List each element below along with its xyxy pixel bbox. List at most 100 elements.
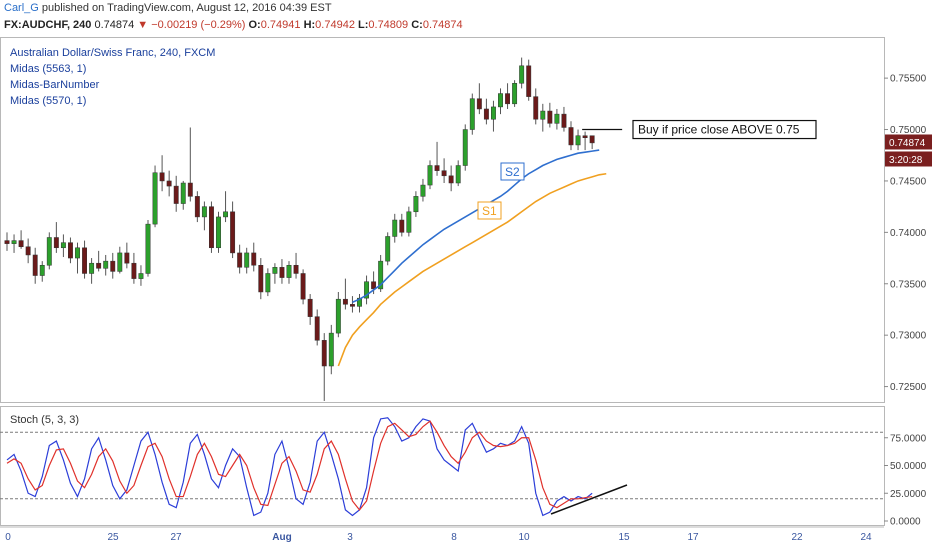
candle-up <box>469 98 475 130</box>
divergence-trendline <box>550 484 628 515</box>
countdown-tag-text: 3:20:28 <box>889 155 923 166</box>
time-axis-label: 8 <box>451 532 457 543</box>
candle-down <box>399 219 405 233</box>
candle-up <box>60 242 66 249</box>
main-pane-frame <box>0 37 885 403</box>
stoch-k-line <box>6 417 593 517</box>
low-value: 0.74809 <box>368 19 409 31</box>
candle-up <box>378 260 384 290</box>
candle-up <box>152 172 158 225</box>
candle-down <box>561 113 567 128</box>
candle-up <box>420 184 426 197</box>
candle-down <box>32 254 38 276</box>
price-axis-label: 0.75500 <box>890 74 927 85</box>
price-axis-label: 0.73000 <box>890 331 927 342</box>
change-value: ▼ −0.00219 (−0.29%) <box>137 19 246 31</box>
candle-up <box>554 113 560 124</box>
candle-down <box>258 265 264 293</box>
last-price-tag-text: 0.74874 <box>889 138 926 149</box>
s1-label-box <box>477 201 502 220</box>
legend-entry: Midas-BarNumber <box>10 79 100 91</box>
stoch-title: Stoch (5, 3, 3) <box>10 414 79 426</box>
candle-down <box>307 298 313 317</box>
candle-up <box>244 252 250 268</box>
quote-line: FX:AUDCHF, 240 0.74874 ▼ −0.00219 (−0.29… <box>0 17 932 34</box>
open-value: 0.74941 <box>260 19 301 31</box>
candle-up <box>335 298 341 334</box>
candle-up <box>540 110 546 120</box>
high-value: 0.74942 <box>315 19 355 31</box>
countdown-tag <box>885 151 932 167</box>
candle-down <box>476 98 482 110</box>
candle-down <box>547 110 553 124</box>
time-axis-label: Aug <box>272 532 291 543</box>
candle-up <box>89 262 95 274</box>
buy-annotation-text: Buy if price close ABOVE 0.75 <box>638 123 800 137</box>
candle-up <box>328 332 334 367</box>
candle-up <box>462 129 468 166</box>
candle-down <box>582 135 588 139</box>
time-axis-label: 24 <box>860 532 872 543</box>
candle-up <box>364 281 370 299</box>
candle-down <box>321 340 327 367</box>
candle-down <box>300 273 306 300</box>
candle-up <box>519 65 525 84</box>
candle-down <box>279 267 285 278</box>
candle-down <box>448 175 454 184</box>
candle-down <box>434 165 440 171</box>
candle-down <box>18 240 24 247</box>
candle-up <box>512 83 518 105</box>
candle-down <box>371 281 377 290</box>
stoch-axis-label: 0.0000 <box>890 517 921 528</box>
author-name[interactable]: Carl_G <box>4 2 39 14</box>
candle-down <box>124 252 130 264</box>
candle-down <box>25 246 31 256</box>
candle-up <box>272 267 278 274</box>
stoch-axis-label: 25.0000 <box>890 489 927 500</box>
candle-down <box>166 180 172 187</box>
price-axis-label: 0.72500 <box>890 382 927 393</box>
candle-up <box>385 236 391 262</box>
last-price-tag <box>885 134 932 150</box>
legend-entry: Midas (5570, 1) <box>10 95 86 107</box>
candle-up <box>46 237 52 266</box>
candle-down <box>159 172 165 182</box>
candle-up <box>103 260 109 269</box>
candle-down <box>209 206 214 249</box>
time-axis-label: 27 <box>170 532 182 543</box>
stoch-d-line <box>6 420 593 511</box>
candle-down <box>251 252 257 266</box>
candle-up <box>180 182 186 204</box>
candle-up <box>491 106 496 120</box>
candle-up <box>357 297 362 307</box>
candle-down <box>505 93 511 105</box>
price-axis-label: 0.74000 <box>890 228 927 239</box>
price-axis-label: 0.74500 <box>890 176 927 187</box>
candle-down <box>194 196 200 218</box>
time-axis-label: 3 <box>347 532 353 543</box>
candle-up <box>117 252 123 272</box>
candle-down <box>110 260 116 272</box>
candle-down <box>314 316 320 341</box>
candle-up <box>498 93 503 108</box>
candle-down <box>526 65 532 97</box>
candle-down <box>533 96 539 120</box>
candle-up <box>39 265 45 276</box>
candle-up <box>11 240 17 244</box>
legend-entry: Midas (5563, 1) <box>10 63 86 75</box>
candle-up <box>265 273 271 293</box>
candle-down <box>53 237 59 249</box>
candle-down <box>350 304 355 307</box>
time-axis-label: 10 <box>518 532 530 543</box>
candle-up <box>216 216 221 249</box>
candle-down <box>96 262 102 269</box>
candle-up <box>286 265 292 278</box>
candle-up <box>413 196 419 213</box>
candle-down <box>131 262 137 279</box>
candle-down <box>483 108 489 120</box>
time-axis-label: 0 <box>5 532 11 543</box>
candle-up <box>138 273 144 279</box>
publish-info: published on TradingView.com, August 12,… <box>41 2 332 14</box>
